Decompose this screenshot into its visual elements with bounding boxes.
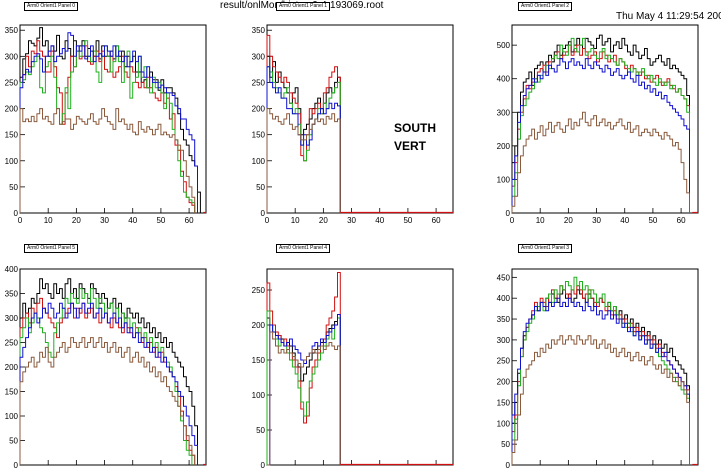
y-tick-label: 400 xyxy=(497,294,511,303)
y-tick-label: 50 xyxy=(9,437,18,446)
y-tick-label: 200 xyxy=(497,142,511,151)
series-blue-panel-0 xyxy=(19,32,198,213)
x-tick-label: 40 xyxy=(128,216,137,225)
y-tick-label: 100 xyxy=(497,175,511,184)
x-tick-label: 50 xyxy=(156,216,165,225)
y-tick-label: 250 xyxy=(497,357,511,366)
y-tick-label: 150 xyxy=(497,398,511,407)
panel-title-3: Arm0 Orient1 Panel 5 xyxy=(24,244,79,253)
y-tick-label: 250 xyxy=(252,78,266,87)
x-tick-label: 60 xyxy=(677,216,686,225)
series-blue-panel-5 xyxy=(511,297,690,465)
x-tick-label: 20 xyxy=(72,216,81,225)
x-tick-label: 20 xyxy=(319,216,328,225)
series-brown-panel-5 xyxy=(511,335,690,465)
y-tick-label: 50 xyxy=(256,426,265,435)
x-tick-label: 0 xyxy=(510,216,515,225)
y-tick-label: 200 xyxy=(5,105,19,114)
y-tick-label: 350 xyxy=(252,26,266,35)
y-tick-label: 50 xyxy=(501,440,510,449)
x-tick-label: 10 xyxy=(44,216,53,225)
panel-title-0: Arm0 Orient1 Panel 0 xyxy=(24,2,79,11)
series-black-panel-2 xyxy=(511,34,690,213)
y-tick-label: 200 xyxy=(252,321,266,330)
panel-title-2: Arm0 Orient1 Panel 2 xyxy=(518,2,573,11)
y-tick-label: 200 xyxy=(497,378,511,387)
x-tick-label: 0 xyxy=(265,216,270,225)
x-tick-label: 10 xyxy=(536,216,545,225)
x-tick-label: 30 xyxy=(347,216,356,225)
series-brown-panel-4 xyxy=(267,331,341,466)
y-tick-label: 150 xyxy=(252,356,266,365)
x-tick-label: 30 xyxy=(592,216,601,225)
y-tick-label: 150 xyxy=(5,131,19,140)
y-tick-label: 100 xyxy=(5,157,19,166)
y-tick-label: 450 xyxy=(497,273,511,282)
x-tick-label: 30 xyxy=(100,216,109,225)
y-tick-label: 100 xyxy=(5,412,19,421)
y-tick-label: 300 xyxy=(252,52,266,61)
y-tick-label: 150 xyxy=(252,131,266,140)
series-blue-panel-2 xyxy=(511,58,690,213)
x-tick-label: 20 xyxy=(564,216,573,225)
x-tick-label: 40 xyxy=(620,216,629,225)
x-tick-label: 60 xyxy=(432,216,441,225)
y-tick-label: 0 xyxy=(14,461,19,469)
panel-title-1: Arm0 Orient1 Panel 1 xyxy=(276,2,331,11)
y-tick-label: 50 xyxy=(9,183,18,192)
y-tick-label: 350 xyxy=(5,26,19,35)
y-tick-label: 350 xyxy=(5,290,19,299)
annotation-south: SOUTH xyxy=(394,121,436,135)
y-tick-label: 0 xyxy=(14,209,19,218)
y-tick-label: 150 xyxy=(5,388,19,397)
y-tick-label: 250 xyxy=(5,78,19,87)
timestamp-label: Thu May 4 11:29:54 2006 xyxy=(616,11,721,22)
y-tick-label: 50 xyxy=(256,183,265,192)
x-tick-label: 0 xyxy=(18,216,23,225)
x-tick-label: 60 xyxy=(185,216,194,225)
y-tick-label: 200 xyxy=(252,105,266,114)
panel-title-4: Arm0 Orient1 Panel 4 xyxy=(276,244,331,253)
y-tick-label: 500 xyxy=(497,41,511,50)
series-brown-panel-3 xyxy=(19,337,196,465)
annotation-vert: VERT xyxy=(394,139,427,153)
y-tick-label: 300 xyxy=(497,108,511,117)
y-tick-label: 0 xyxy=(261,209,266,218)
y-tick-label: 0 xyxy=(506,209,511,218)
series-brown-panel-0 xyxy=(19,108,196,213)
y-tick-label: 250 xyxy=(5,339,19,348)
x-tick-label: 40 xyxy=(375,216,384,225)
y-tick-label: 0 xyxy=(506,461,511,469)
y-tick-label: 300 xyxy=(497,336,511,345)
y-tick-label: 250 xyxy=(252,286,266,295)
y-tick-label: 300 xyxy=(5,314,19,323)
x-tick-label: 50 xyxy=(403,216,412,225)
y-tick-label: 300 xyxy=(5,52,19,61)
series-blue-panel-3 xyxy=(19,302,198,465)
y-tick-label: 100 xyxy=(252,391,266,400)
series-brown-panel-1 xyxy=(266,108,341,213)
y-tick-label: 200 xyxy=(5,363,19,372)
x-tick-label: 10 xyxy=(291,216,300,225)
x-tick-label: 50 xyxy=(648,216,657,225)
y-tick-label: 100 xyxy=(252,157,266,166)
y-tick-label: 400 xyxy=(5,265,19,274)
series-brown-panel-2 xyxy=(511,111,690,213)
y-tick-label: 0 xyxy=(261,461,266,469)
series-green-panel-4 xyxy=(266,310,341,465)
y-tick-label: 100 xyxy=(497,419,511,428)
y-tick-label: 400 xyxy=(497,75,511,84)
plot-frame-1 xyxy=(266,24,454,214)
panel-title-5: Arm0 Orient1 Panel 3 xyxy=(518,244,573,253)
y-tick-label: 350 xyxy=(497,315,511,324)
